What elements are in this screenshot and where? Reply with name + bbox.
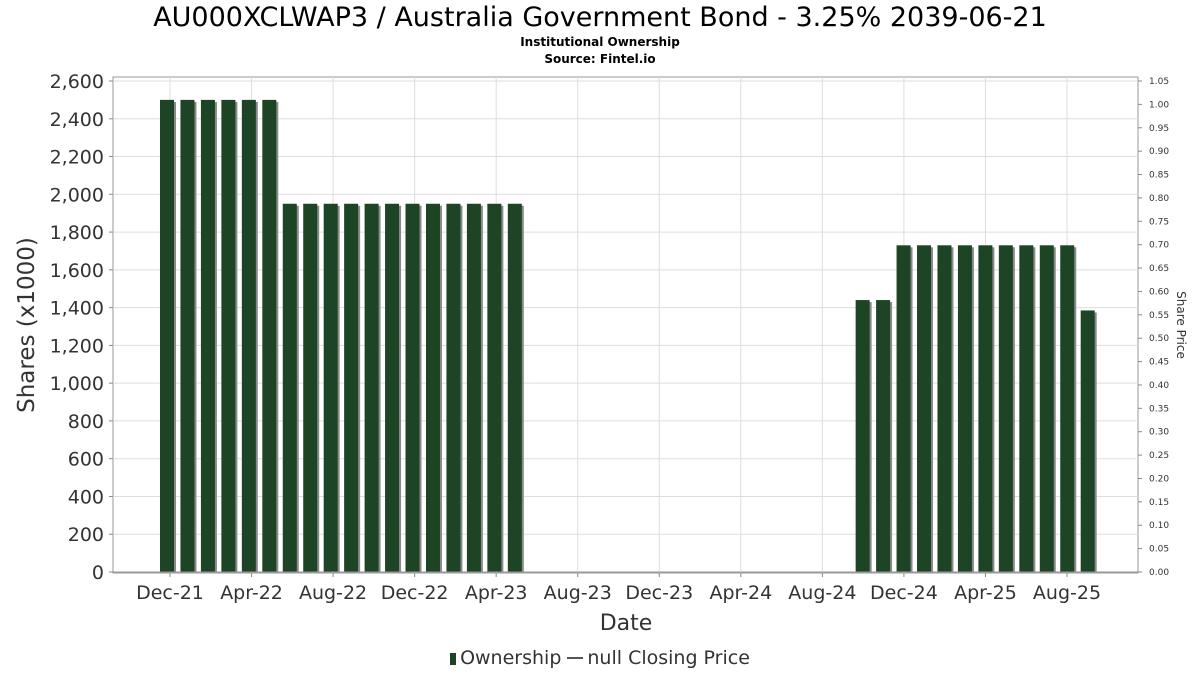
y-tick-label: 1,000	[50, 373, 104, 395]
y2-tick-label: 0.15	[1149, 498, 1169, 508]
y-tick-label: 1,400	[50, 298, 104, 320]
y-tick-label: 2,000	[50, 184, 104, 206]
y-tick-label: 400	[68, 486, 104, 508]
ownership-bar	[917, 245, 932, 573]
ownership-bar	[385, 203, 400, 572]
y-tick-label: 2,200	[50, 147, 104, 169]
ownership-bar	[344, 203, 359, 572]
y2-tick-label: 0.90	[1149, 147, 1169, 157]
x-tick-label: Dec-21	[136, 582, 204, 604]
ownership-bar	[221, 99, 236, 572]
ownership-bar	[1060, 245, 1075, 573]
y2-tick-label: 0.10	[1149, 521, 1169, 531]
y2-tick-label: 1.00	[1149, 100, 1169, 110]
y2-tick-label: 0.20	[1149, 474, 1169, 484]
y-tick-label: 2,600	[50, 71, 104, 93]
y2-tick-label: 0.35	[1149, 404, 1169, 414]
ownership-bar	[364, 203, 379, 572]
ownership-bar	[876, 300, 891, 572]
ownership-bar	[160, 99, 174, 572]
ownership-bar	[957, 245, 972, 573]
y-tick-label: 200	[68, 524, 104, 546]
y-tick-label: 1,800	[50, 222, 104, 244]
x-tick-label: Apr-22	[220, 582, 283, 604]
ownership-bar	[507, 203, 522, 572]
chart-title: AU000XCLWAP3 / Australia Government Bond…	[153, 2, 1047, 33]
ownership-bar	[241, 99, 256, 572]
x-axis-title: Date	[600, 611, 653, 636]
ownership-bar	[978, 245, 993, 573]
legend-closing-price-label: null Closing Price	[587, 647, 750, 669]
y2-tick-label: 0.55	[1149, 311, 1169, 321]
x-tick-label: Aug-23	[544, 582, 612, 604]
y-tick-label: 0	[92, 562, 104, 584]
legend: Ownership null Closing Price	[0, 647, 1200, 669]
chart-subtitle-ownership: Institutional Ownership	[520, 35, 680, 49]
y2-tick-label: 0.70	[1149, 241, 1169, 251]
y2-tick-label: 1.05	[1149, 77, 1169, 87]
ownership-bar	[200, 99, 215, 572]
ownership-bar	[282, 203, 297, 572]
ownership-bar	[262, 99, 277, 572]
y2-tick-label: 0.25	[1149, 451, 1169, 461]
y2-tick-label: 0.85	[1149, 171, 1169, 181]
y-tick-label: 1,200	[50, 335, 104, 357]
ownership-bar	[466, 203, 481, 572]
y-tick-label: 800	[68, 411, 104, 433]
x-tick-label: Aug-25	[1033, 582, 1101, 604]
y2-tick-label: 0.75	[1149, 217, 1169, 227]
y2-tick-label: 0.00	[1149, 568, 1169, 578]
y-axis-title: Shares (x1000)	[14, 237, 40, 413]
x-tick-label: Dec-22	[381, 582, 449, 604]
y2-tick-label: 0.30	[1149, 428, 1169, 438]
y2-tick-label: 0.50	[1149, 334, 1169, 344]
y2-tick-label: 0.60	[1149, 287, 1169, 297]
ownership-bar	[855, 300, 870, 572]
legend-closing-price-line	[567, 657, 584, 659]
ownership-bar	[1039, 245, 1054, 573]
legend-ownership-swatch	[450, 653, 457, 665]
y2-tick-label: 0.80	[1149, 194, 1169, 204]
ownership-bar	[896, 245, 911, 573]
ownership-bar	[180, 99, 195, 572]
y2-tick-label: 0.40	[1149, 381, 1169, 391]
ownership-bar	[998, 245, 1013, 573]
x-tick-label: Aug-22	[299, 582, 367, 604]
chart-subtitle-source: Source: Fintel.io	[544, 52, 656, 66]
ownership-bar	[937, 245, 952, 573]
ownership-bar	[1019, 245, 1034, 573]
x-tick-label: Apr-24	[709, 582, 772, 604]
y-tick-label: 2,400	[50, 109, 104, 131]
y2-tick-label: 0.45	[1149, 358, 1169, 368]
ownership-bar	[303, 203, 318, 572]
x-tick-label: Dec-23	[625, 582, 693, 604]
ownership-bar	[405, 203, 420, 572]
ownership-bar	[425, 203, 440, 572]
ownership-bar	[323, 203, 338, 572]
legend-ownership-label: Ownership	[460, 647, 562, 669]
y2-tick-label: 0.05	[1149, 545, 1169, 555]
y2-tick-label: 0.95	[1149, 124, 1169, 134]
x-tick-label: Dec-24	[870, 582, 938, 604]
y2-tick-label: 0.65	[1149, 264, 1169, 274]
y-tick-label: 1,600	[50, 260, 104, 282]
x-tick-label: Aug-24	[788, 582, 856, 604]
ownership-bar	[446, 203, 461, 572]
x-tick-label: Apr-23	[465, 582, 528, 604]
ownership-bar	[487, 203, 502, 572]
y-tick-label: 600	[68, 449, 104, 471]
y2-axis-title: Share Price	[1174, 291, 1188, 359]
ownership-bar	[1080, 310, 1095, 572]
x-tick-label: Apr-25	[954, 582, 1017, 604]
